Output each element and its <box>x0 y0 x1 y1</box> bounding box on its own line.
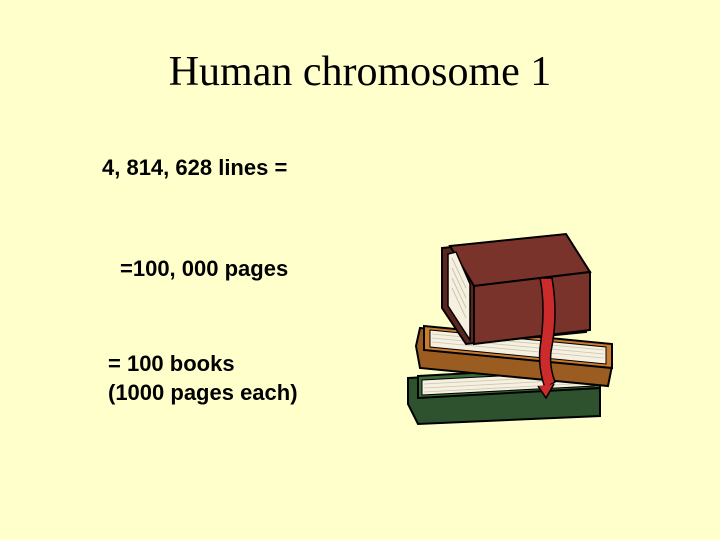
bullet-pages: =100, 000 pages <box>120 256 288 282</box>
bullet-books: = 100 books (1000 pages each) <box>108 350 298 407</box>
bullet-books-line2: (1000 pages each) <box>108 380 298 405</box>
books-icon <box>390 218 630 428</box>
bullet-lines: 4, 814, 628 lines = <box>102 155 287 181</box>
slide-title: Human chromosome 1 <box>0 48 720 96</box>
bullet-books-line1: = 100 books <box>108 351 235 376</box>
